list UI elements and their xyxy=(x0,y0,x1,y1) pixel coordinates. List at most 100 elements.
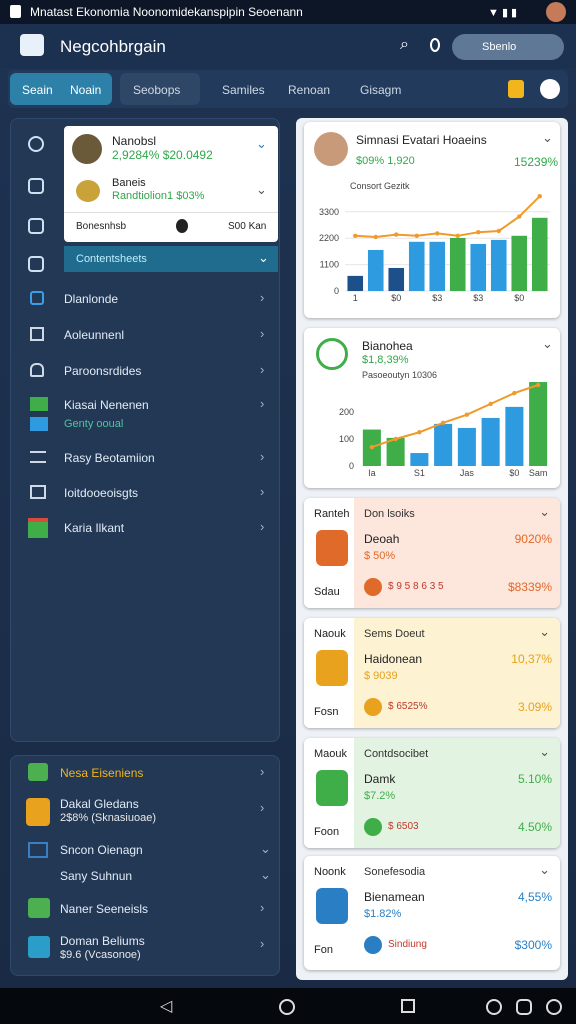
card-name: Damk xyxy=(364,772,396,786)
y-tick-label: 1100 xyxy=(320,260,339,270)
tab[interactable]: Noain xyxy=(70,83,102,97)
chevron[interactable]: › xyxy=(260,484,265,499)
chevron[interactable]: ⌄ xyxy=(542,130,553,145)
menu-item[interactable]: Dakal Gledans xyxy=(60,797,139,811)
search-icon[interactable]: ⌕ xyxy=(400,36,409,53)
card-sub: $7.2% xyxy=(364,790,396,802)
menu-item[interactable]: Sany Suhnun xyxy=(60,869,133,883)
menu-item[interactable]: Dlanlonde xyxy=(64,292,119,306)
chevron[interactable]: › xyxy=(260,396,265,411)
item-icon xyxy=(30,451,46,463)
bar xyxy=(449,237,466,291)
tab[interactable]: Samiles xyxy=(222,83,265,97)
chevron[interactable]: › xyxy=(260,519,265,534)
bar xyxy=(529,382,548,466)
dropdown-footer: Bonesnhsb xyxy=(76,221,127,232)
status-indicators: ▼ ▮ ▮ xyxy=(488,7,518,19)
card-title: Bianohea xyxy=(362,339,413,353)
bell-icon[interactable] xyxy=(430,38,440,52)
chevron[interactable]: › xyxy=(260,764,265,779)
row-icon xyxy=(364,698,382,716)
tab[interactable]: Gisagm xyxy=(360,83,402,97)
menu-item[interactable]: Karia Ilkant xyxy=(64,521,125,535)
chevron[interactable]: › xyxy=(260,449,265,464)
menu-item[interactable]: Sncon Oienagn xyxy=(60,843,143,857)
chevron[interactable]: › xyxy=(260,800,265,815)
card-avatar xyxy=(314,132,348,166)
chevron[interactable]: ⌄ xyxy=(542,336,553,351)
chevron[interactable]: ⌄ xyxy=(539,504,550,519)
avatar[interactable] xyxy=(546,2,566,22)
chevron[interactable]: › xyxy=(260,936,265,951)
chevron[interactable]: › xyxy=(260,362,265,377)
tab[interactable]: Seobops xyxy=(133,83,181,97)
dropdown-footer: S00 Kan xyxy=(228,221,267,232)
card-title: Sems Doeut xyxy=(364,628,425,640)
card-side-label: Ranteh xyxy=(314,508,350,520)
divider xyxy=(64,212,278,213)
trend-point xyxy=(414,233,419,238)
chevron[interactable]: › xyxy=(260,900,265,915)
chevron[interactable]: ⌄ xyxy=(539,744,550,759)
trend-point xyxy=(373,234,378,240)
menu-item[interactable]: Kiasai Nenenen xyxy=(64,398,149,412)
nav-home[interactable] xyxy=(279,999,295,1015)
nav-back[interactable]: ◁ xyxy=(160,998,173,1015)
card-subtitle: $09% 1,920 xyxy=(356,155,415,167)
y-tick-label: 100 xyxy=(339,434,354,444)
menu-item[interactable]: Nesa Eiseniens xyxy=(60,766,144,780)
sidebar-icon[interactable] xyxy=(28,218,44,234)
item-icon xyxy=(30,485,46,499)
active-row[interactable] xyxy=(64,246,278,272)
chevron[interactable]: › xyxy=(260,290,265,305)
chevron[interactable]: ⌄ xyxy=(260,841,271,856)
chevron[interactable]: ⌄ xyxy=(258,250,269,265)
x-tick-label: Ia xyxy=(368,468,376,478)
tab-icon[interactable] xyxy=(540,79,560,99)
nav-icon[interactable] xyxy=(546,999,562,1015)
trend-point xyxy=(440,420,446,425)
trend-point xyxy=(455,233,460,238)
chevron[interactable]: ⌄ xyxy=(256,136,267,151)
app-logo[interactable] xyxy=(20,34,44,56)
nav-recent[interactable] xyxy=(401,999,415,1013)
tab-active[interactable] xyxy=(10,73,112,105)
item-icon xyxy=(28,898,50,918)
nav-icon[interactable] xyxy=(516,999,532,1015)
x-tick-label: 1 xyxy=(353,293,358,303)
menu-item[interactable]: Ioitdooeoisgts xyxy=(64,486,139,500)
card-side-label: Foon xyxy=(314,826,340,838)
trend-point xyxy=(353,233,358,238)
menu-item[interactable]: Doman Beliums xyxy=(60,934,145,948)
lower-panel xyxy=(10,755,280,976)
sidebar-icon[interactable] xyxy=(28,136,44,152)
tab[interactable]: Renoan xyxy=(288,83,331,97)
card-row-label: Sindiung xyxy=(388,939,427,950)
chevron[interactable]: ⌄ xyxy=(260,867,271,882)
chevron[interactable]: ⌄ xyxy=(256,182,267,197)
card-side-label: Naouk xyxy=(314,628,346,640)
item-icon xyxy=(30,327,44,341)
chevron[interactable]: › xyxy=(260,326,265,341)
chevron[interactable]: ⌄ xyxy=(539,862,550,877)
search-box[interactable] xyxy=(452,34,564,60)
chart-caption: Consort Gezitk xyxy=(350,181,410,191)
tab-box[interactable] xyxy=(120,73,200,105)
chevron[interactable]: ⌄ xyxy=(539,624,550,639)
menu-item[interactable]: Rasy Beotamiion xyxy=(64,451,155,465)
card-value: 9020% xyxy=(514,532,552,546)
tab-icon[interactable] xyxy=(508,80,524,98)
menu-item[interactable]: Naner Seeneisls xyxy=(60,902,149,916)
card-image xyxy=(316,530,348,566)
menu-item[interactable]: Paroonsrdides xyxy=(64,364,142,378)
sidebar-icon[interactable] xyxy=(28,178,44,194)
menu-subtitle: $9.6 (Vcasonoe) xyxy=(60,949,141,961)
info-card: Maouk Foon Contdsocibet Damk $7.2% 5.10% $ 650… xyxy=(304,738,560,848)
tab[interactable]: Seain xyxy=(22,83,53,97)
info-card: Naouk Fosn Sems Doeut Haidonean $ 9039 10,37%… xyxy=(304,618,560,728)
sidebar-icon[interactable] xyxy=(28,256,44,272)
menu-item[interactable]: Aoleunnenl xyxy=(64,328,125,342)
nav-icon[interactable] xyxy=(486,999,502,1015)
x-tick-label: $3 xyxy=(432,293,442,303)
bar xyxy=(410,453,429,466)
